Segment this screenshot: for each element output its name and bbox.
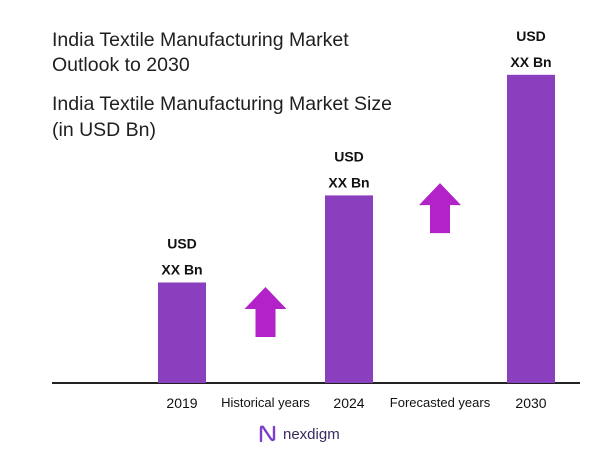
data-label-2030-line2: XX Bn (510, 54, 551, 70)
data-label-2024-line2: XX Bn (328, 174, 369, 190)
brand-name: nexdigm (283, 425, 340, 443)
period-label-2: Forecasted years (390, 395, 491, 410)
brand-logo: nexdigm (258, 424, 340, 444)
growth-arrow-icon-2 (419, 183, 461, 234)
chart-subtitle: India Textile Manufacturing Market Size … (52, 93, 392, 141)
bar-2024 (325, 195, 373, 383)
chart-title: India Textile Manufacturing Market Outlo… (52, 29, 349, 76)
data-label-2019-line1: USD (167, 236, 197, 252)
bar-2019 (158, 282, 206, 383)
x-tick-label-2030: 2030 (515, 395, 546, 411)
bar-2030 (507, 74, 555, 384)
data-label-2030-line1: USD (516, 28, 546, 44)
data-label-2019-line2: XX Bn (161, 262, 202, 278)
nexdigm-logo-icon (259, 425, 276, 443)
growth-arrow-icon-1 (244, 286, 287, 337)
data-label-2024-line1: USD (334, 148, 364, 164)
x-tick-label-2019: 2019 (166, 395, 197, 411)
period-label-1: Historical years (221, 395, 310, 410)
x-tick-label-2024: 2024 (333, 395, 364, 411)
